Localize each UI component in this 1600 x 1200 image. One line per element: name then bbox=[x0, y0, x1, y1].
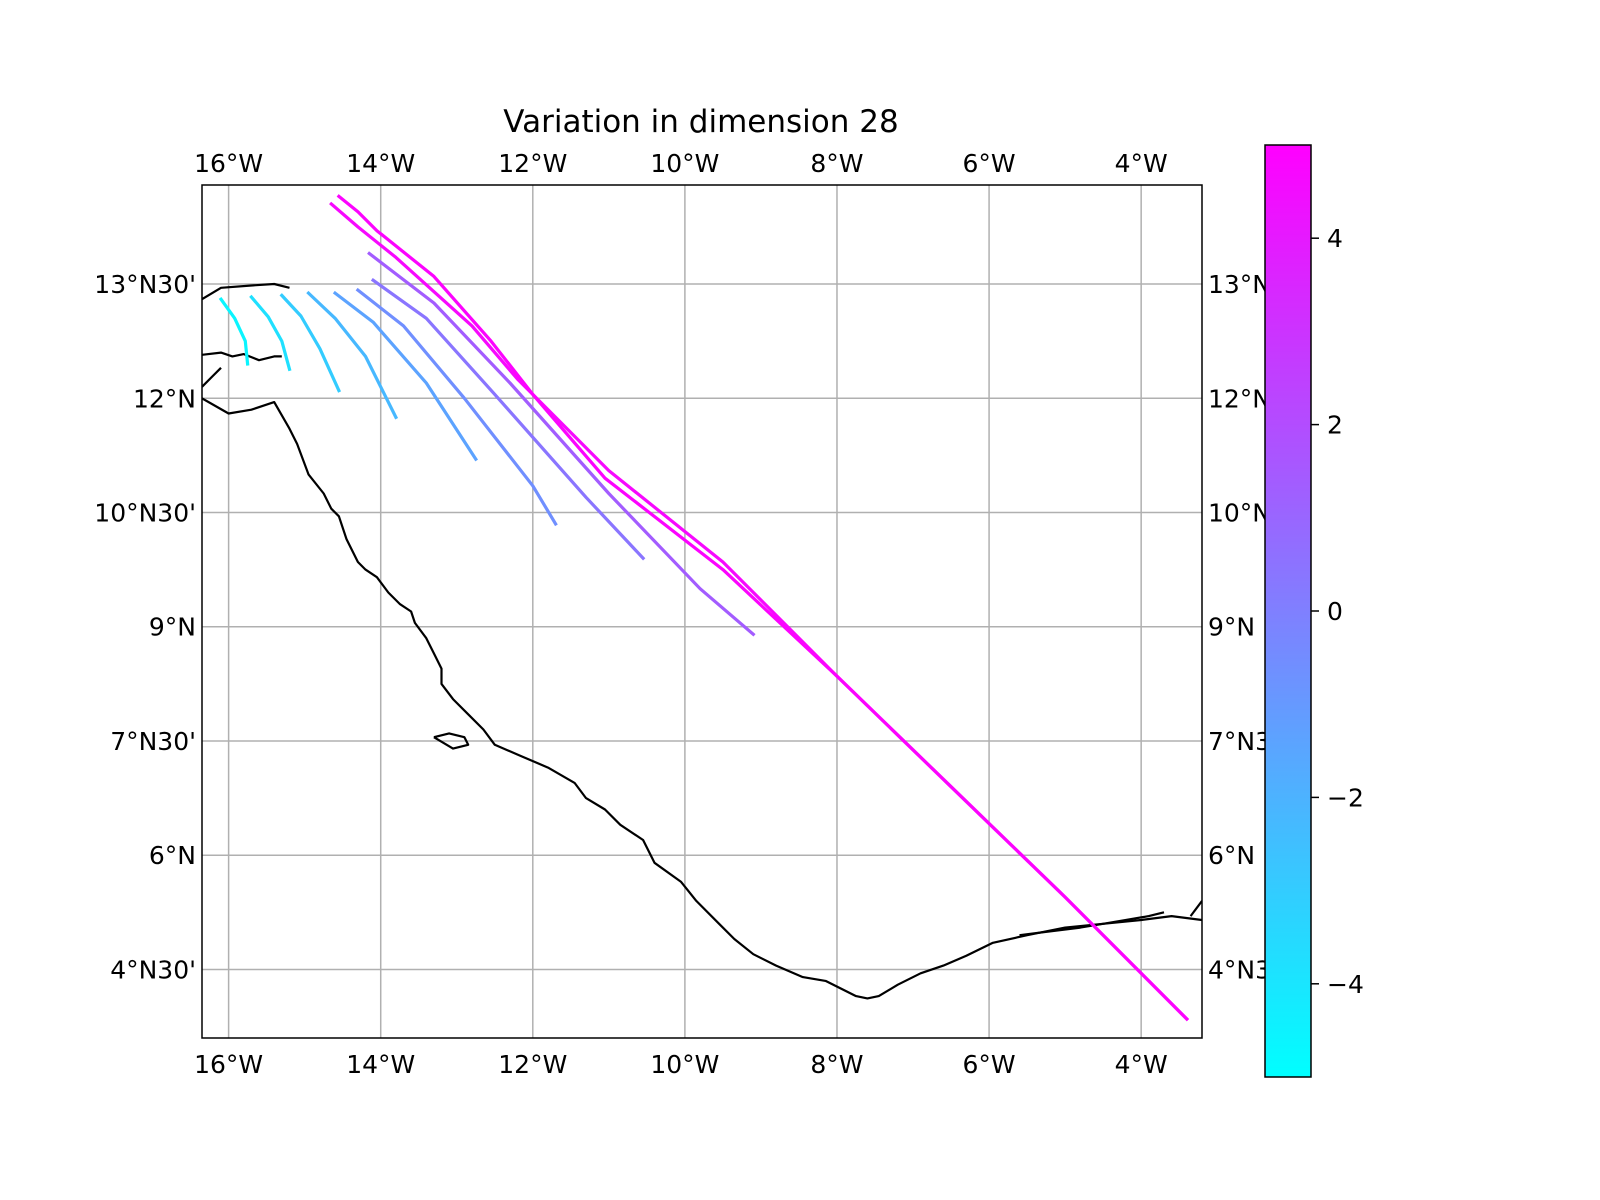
y-tick-label-left: 12°N bbox=[133, 384, 196, 413]
x-tick-label-top: 6°W bbox=[963, 149, 1016, 178]
x-tick-labels: 16°W 16°W 14°W 14°W 12°W 12°W 10°W 10°W 8°W 8°W 6°… bbox=[194, 149, 1168, 1079]
y-tick-label-right: 9°N bbox=[1208, 613, 1255, 642]
y-tick-label-right: 4°N3 bbox=[1208, 955, 1271, 984]
colorbar bbox=[1264, 144, 1312, 1078]
x-tick-label-bottom: 14°W bbox=[346, 1050, 415, 1079]
colorbar-tick-label: −4 bbox=[1327, 970, 1364, 999]
x-tick-label-top: 14°W bbox=[346, 149, 415, 178]
colorbar-tick-label: 0 bbox=[1327, 597, 1343, 626]
colorbar-tick-label: −2 bbox=[1327, 783, 1364, 812]
x-tick-label-top: 16°W bbox=[194, 149, 263, 178]
grid bbox=[202, 185, 1202, 1038]
colorbar-tick-label: 2 bbox=[1327, 411, 1343, 440]
x-tick-label-top: 12°W bbox=[498, 149, 567, 178]
x-tick-label-bottom: 8°W bbox=[810, 1050, 863, 1079]
track-line bbox=[367, 251, 756, 637]
track-line bbox=[249, 294, 292, 372]
x-tick-label-top: 4°W bbox=[1115, 149, 1168, 178]
coastline-segment bbox=[202, 367, 222, 388]
x-tick-label-top: 8°W bbox=[810, 149, 863, 178]
track-line bbox=[332, 290, 479, 462]
y-tick-label-left: 9°N bbox=[149, 613, 196, 642]
track-line bbox=[279, 293, 342, 393]
x-tick-label-top: 10°W bbox=[650, 149, 719, 178]
track-line bbox=[370, 277, 646, 561]
y-tick-label-left: 13°N30' bbox=[94, 270, 196, 299]
y-tick-label-right: 6°N bbox=[1208, 841, 1255, 870]
y-tick-label-left: 4°N30' bbox=[110, 955, 196, 984]
x-tick-label-bottom: 12°W bbox=[498, 1050, 567, 1079]
chart-title: Variation in dimension 28 bbox=[503, 104, 898, 140]
coastline-segment bbox=[202, 282, 290, 301]
x-tick-label-bottom: 10°W bbox=[650, 1050, 719, 1079]
track-line bbox=[336, 194, 1190, 1022]
track-lines bbox=[218, 194, 1190, 1022]
track-line bbox=[329, 201, 1190, 1022]
coastline bbox=[202, 282, 1202, 1000]
track-line bbox=[355, 287, 558, 527]
coastline-segment bbox=[1189, 900, 1202, 917]
x-tick-label-bottom: 6°W bbox=[963, 1050, 1016, 1079]
x-tick-label-bottom: 4°W bbox=[1115, 1050, 1168, 1079]
y-tick-label-right: 7°N3 bbox=[1208, 727, 1271, 756]
coastline-segment bbox=[433, 732, 470, 750]
y-tick-label-left: 10°N30' bbox=[94, 498, 196, 527]
plot-frame bbox=[201, 184, 1203, 1039]
track-line bbox=[306, 290, 399, 420]
colorbar-ticks: −4 −2 0 2 4 bbox=[1311, 224, 1364, 999]
track-line bbox=[218, 296, 250, 366]
y-tick-label-left: 7°N30' bbox=[110, 727, 196, 756]
colorbar-tick-label: 4 bbox=[1327, 224, 1343, 253]
x-tick-label-bottom: 16°W bbox=[194, 1050, 263, 1079]
coastline-segment bbox=[1019, 911, 1165, 937]
coastline-segment bbox=[202, 351, 282, 362]
y-tick-label-left: 6°N bbox=[149, 841, 196, 870]
coastline-segment bbox=[202, 397, 1202, 1000]
y-tick-label-right: 12°N bbox=[1208, 384, 1271, 413]
